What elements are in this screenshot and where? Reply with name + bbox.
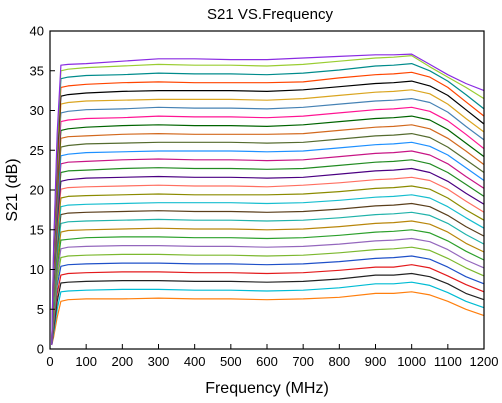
series-line: [51, 150, 485, 346]
x-tick-label: 900: [365, 354, 387, 369]
x-tick-label: 600: [256, 354, 278, 369]
y-axis-label: S21 (dB): [4, 158, 21, 221]
series-line: [51, 106, 485, 346]
series-line: [51, 272, 485, 346]
series-line: [51, 54, 485, 346]
x-tick-label: 200: [111, 354, 133, 369]
x-tick-label: 0: [46, 354, 53, 369]
y-axis: 0 5 10 15 20 25 30 35 40: [30, 24, 55, 357]
x-tick-label: 100: [75, 354, 97, 369]
series-line: [51, 237, 485, 346]
y-tick-label: 10: [30, 262, 44, 277]
series-line: [51, 124, 485, 346]
series-line: [51, 194, 485, 346]
series-line: [51, 202, 485, 346]
series-line: [51, 281, 485, 346]
x-tick-label: 1200: [470, 354, 499, 369]
x-tick-label: 1100: [434, 354, 462, 369]
chart-title: S21 VS.Frequency: [207, 6, 333, 23]
y-tick-label: 0: [37, 342, 44, 357]
y-tick-label: 5: [37, 302, 44, 317]
x-tick-label: 800: [328, 354, 350, 369]
x-tick-label: 400: [184, 354, 206, 369]
series-line: [51, 53, 485, 346]
series-line: [51, 141, 485, 346]
series-line: [51, 291, 485, 346]
series-line: [51, 167, 485, 346]
series-line: [51, 71, 485, 346]
series-line: [51, 97, 485, 346]
series-layer: [51, 53, 485, 346]
x-axis: 0 100 200 300 400 500 600 700 800 900 1000 1100 1200: [46, 344, 498, 369]
x-axis-label: Frequency (MHz): [205, 380, 329, 397]
series-line: [51, 246, 485, 346]
x-tick-label: 1000: [397, 354, 426, 369]
series-line: [51, 220, 485, 346]
y-tick-label: 20: [30, 183, 44, 198]
series-line: [51, 62, 485, 346]
y-tick-label: 30: [30, 103, 44, 118]
x-tick-label: 700: [292, 354, 314, 369]
series-line: [51, 89, 485, 346]
series-line: [51, 159, 485, 346]
plot-frame: [49, 30, 485, 350]
y-tick-label: 25: [30, 143, 44, 158]
y-tick-label: 40: [30, 24, 44, 39]
series-line: [51, 133, 485, 346]
series-line: [51, 211, 485, 346]
series-line: [51, 176, 485, 346]
series-line: [51, 229, 485, 346]
x-tick-label: 300: [148, 354, 170, 369]
series-line: [51, 115, 485, 346]
series-line: [51, 255, 485, 346]
series-line: [51, 80, 485, 346]
y-tick-label: 35: [30, 63, 44, 78]
series-line: [51, 264, 485, 346]
series-line: [51, 185, 485, 346]
x-tick-label: 500: [220, 354, 242, 369]
y-tick-label: 15: [30, 222, 44, 237]
